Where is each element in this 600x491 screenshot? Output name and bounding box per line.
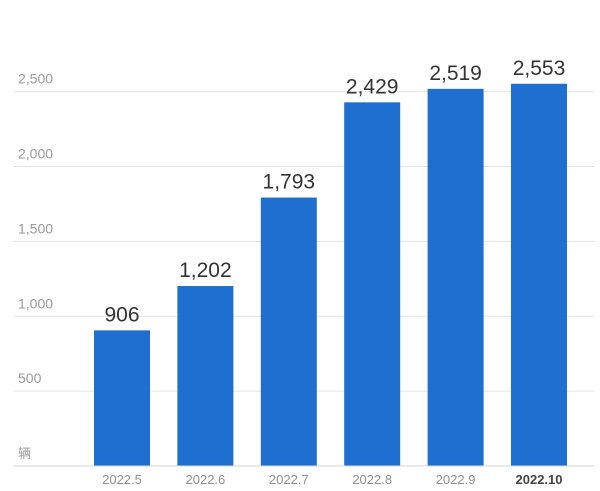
value-label-2022.9: 2,519 xyxy=(429,62,482,85)
y-tick-label: 500 xyxy=(18,370,42,386)
x-tick-label-2022.9: 2022.9 xyxy=(436,472,476,487)
data-labels: 906 1,202 1,793 2,429 2,519 2,553 xyxy=(104,57,565,327)
x-tick-label-2022.5: 2022.5 xyxy=(102,472,142,487)
y-axis-ticks: 500 1,000 1,500 2,000 2,500 xyxy=(18,71,53,386)
value-label-2022.7: 1,793 xyxy=(263,171,316,194)
y-axis-unit-label: 辆 xyxy=(18,447,31,462)
y-tick-label: 1,500 xyxy=(18,220,53,236)
bar-2022.8 xyxy=(344,102,401,467)
bar-2022.9 xyxy=(427,88,484,467)
value-label-2022.8: 2,429 xyxy=(346,75,399,98)
x-tick-label-2022.7: 2022.7 xyxy=(269,472,309,487)
bars xyxy=(94,83,567,467)
y-tick-label: 2,000 xyxy=(18,146,53,162)
y-tick-label: 1,000 xyxy=(18,295,53,311)
value-label-2022.6: 1,202 xyxy=(179,259,232,282)
bar-2022.6 xyxy=(177,286,234,466)
bar-2022.5 xyxy=(94,330,150,466)
x-tick-label-2022.8: 2022.8 xyxy=(352,472,392,487)
bar-2022.10 xyxy=(511,83,567,467)
x-axis-ticks: 2022.5 2022.6 2022.7 2022.8 2022.9 2022.10 xyxy=(102,472,562,487)
x-tick-label-2022.6: 2022.6 xyxy=(186,472,226,487)
value-label-2022.5: 906 xyxy=(104,303,139,326)
x-tick-label-2022.10: 2022.10 xyxy=(516,472,563,487)
value-label-2022.10: 2,553 xyxy=(513,57,566,80)
bar-2022.7 xyxy=(260,197,317,466)
y-tick-label: 2,500 xyxy=(18,71,53,87)
